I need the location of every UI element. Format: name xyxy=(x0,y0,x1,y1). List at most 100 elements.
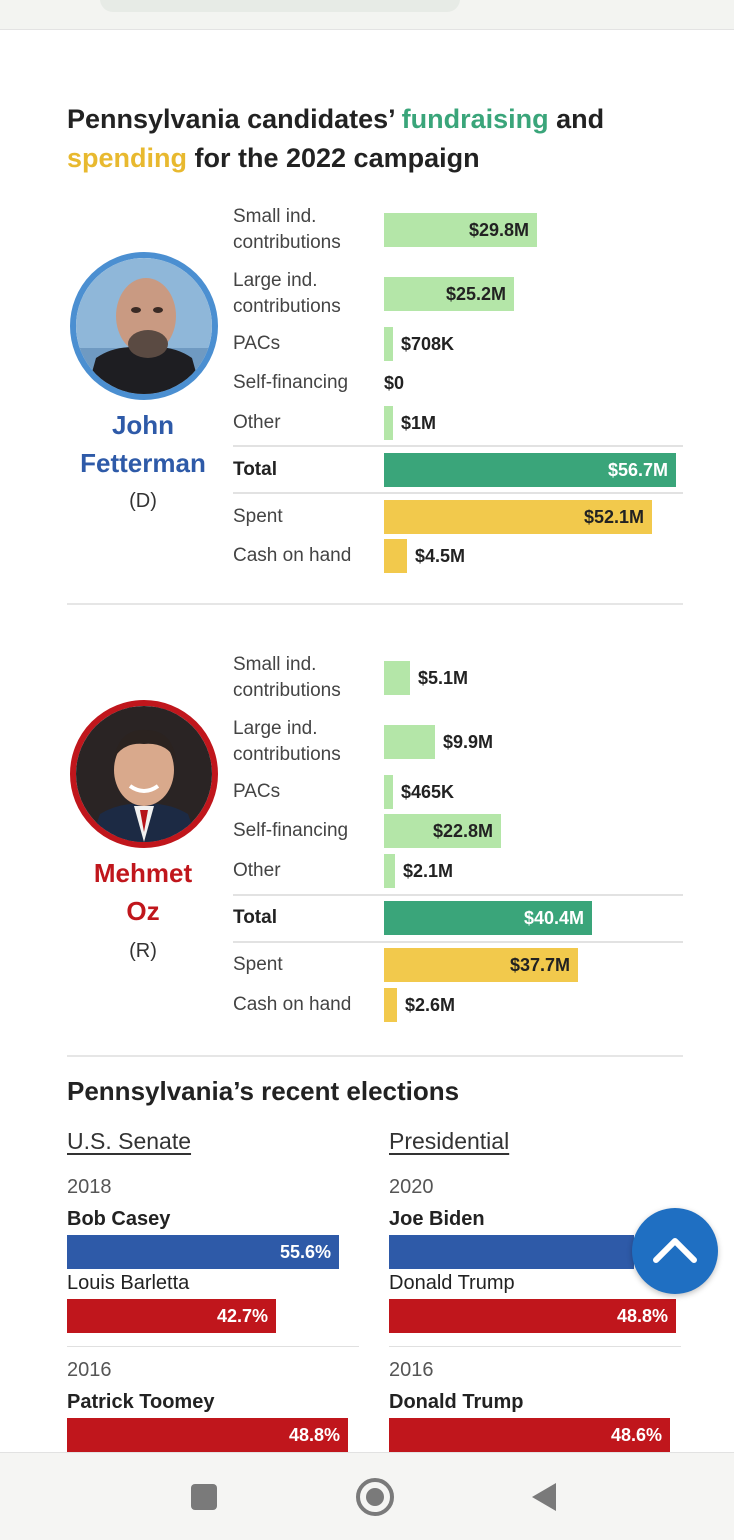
candidate-party: (D) xyxy=(129,490,157,512)
election-percent: 42.7% xyxy=(216,1306,268,1326)
row-separator xyxy=(233,941,683,943)
row-label: Other xyxy=(233,860,281,881)
bar xyxy=(384,725,435,759)
presidential-heading[interactable]: Presidential xyxy=(389,1128,510,1154)
row-label: Large ind. contributions xyxy=(233,270,341,317)
bar-value-label: $465K xyxy=(401,782,455,802)
bar xyxy=(384,775,393,809)
bar-value-label: $29.8M xyxy=(468,220,529,240)
election-candidate-name: Louis Barletta xyxy=(67,1272,190,1294)
election-year: 2018 xyxy=(67,1176,112,1198)
row-separator xyxy=(233,492,683,494)
scroll-to-top-button[interactable] xyxy=(632,1208,718,1294)
row-label: Other xyxy=(233,412,281,433)
election-year: 2020 xyxy=(389,1176,434,1198)
bar-value-label: $0 xyxy=(384,373,405,393)
section-divider xyxy=(67,603,683,605)
candidate-photo xyxy=(70,700,218,848)
bar xyxy=(384,213,537,247)
row-label: Cash on hand xyxy=(233,994,352,1015)
bar xyxy=(384,500,652,534)
election-candidate-name: Patrick Toomey xyxy=(67,1391,215,1413)
bar-value-label: $4.5M xyxy=(415,546,466,566)
candidate-party: (R) xyxy=(129,940,157,962)
title-text-end: for the 2022 campaign xyxy=(187,143,480,173)
bar-value-label: $9.9M xyxy=(443,732,494,752)
bar-value-label: $25.2M xyxy=(445,284,506,304)
bar xyxy=(384,406,393,440)
bar xyxy=(384,453,676,487)
recents-button[interactable] xyxy=(182,1475,226,1519)
home-button[interactable] xyxy=(353,1475,397,1519)
row-label: PACs xyxy=(233,333,281,354)
bar-value-label: $37.7M xyxy=(509,955,570,975)
row-label: Total xyxy=(233,907,277,928)
row-label: Spent xyxy=(233,506,283,527)
bar-value-label: $2.1M xyxy=(403,861,454,881)
candidate-photo xyxy=(70,252,218,400)
election-year: 2016 xyxy=(389,1359,434,1381)
row-label: PACs xyxy=(233,781,281,802)
election-candidate-name: Joe Biden xyxy=(389,1208,485,1230)
election-percent: 48.6% xyxy=(610,1425,662,1445)
election-bar: 48.8% xyxy=(389,1299,676,1333)
election-percent: 55.6% xyxy=(279,1242,331,1262)
election-bar xyxy=(389,1235,634,1269)
election-bar: 55.6% xyxy=(67,1235,339,1269)
browser-top-bar xyxy=(0,0,734,30)
bar-value-label: $2.6M xyxy=(405,995,456,1015)
row-label: Cash on hand xyxy=(233,545,352,566)
address-bar[interactable] xyxy=(100,0,460,12)
bar-value-label: $5.1M xyxy=(418,668,469,688)
bar xyxy=(384,988,397,1022)
bar xyxy=(384,277,514,311)
bar-value-label: $56.7M xyxy=(607,460,668,480)
bar xyxy=(384,327,393,361)
row-label: Small ind. contributions xyxy=(233,654,341,701)
title-fundraising: fundraising xyxy=(401,104,549,134)
triangle-back-icon xyxy=(532,1483,556,1511)
title-spending: spending xyxy=(67,143,187,173)
section-divider xyxy=(67,1055,683,1057)
bar xyxy=(384,539,407,573)
bar-value-label: $1M xyxy=(401,413,437,433)
row-label: Spent xyxy=(233,954,283,975)
row-label: Large ind. contributions xyxy=(233,718,341,765)
row-separator xyxy=(233,445,683,447)
row-label: Total xyxy=(233,459,277,480)
senate-heading[interactable]: U.S. Senate xyxy=(67,1128,192,1154)
bar xyxy=(384,814,501,848)
title-text: Pennsylvania candidates’ xyxy=(67,104,402,134)
candidate-name: Mehmet Oz xyxy=(93,858,193,926)
candidate-name: John Fetterman xyxy=(80,410,206,478)
bar-value-label: $708K xyxy=(401,334,455,354)
election-bar: 42.7% xyxy=(67,1299,276,1333)
election-candidate-name: Donald Trump xyxy=(389,1391,524,1413)
elections-title: Pennsylvania’s recent elections xyxy=(67,1076,460,1106)
bar xyxy=(384,661,410,695)
row-separator xyxy=(233,894,683,896)
election-candidate-name: Donald Trump xyxy=(389,1272,515,1294)
square-icon xyxy=(191,1484,217,1510)
title-and: and xyxy=(548,104,605,134)
bar-value-label: $52.1M xyxy=(583,507,644,527)
android-nav-bar xyxy=(0,1452,734,1540)
bar-value-label: $22.8M xyxy=(432,821,493,841)
bar xyxy=(384,948,578,982)
back-button[interactable] xyxy=(522,1475,566,1519)
row-label: Self-financing xyxy=(233,372,349,393)
election-percent: 48.8% xyxy=(616,1306,668,1326)
bar-value-label: $40.4M xyxy=(523,908,584,928)
election-bar: 48.8% xyxy=(67,1418,348,1452)
election-separator xyxy=(389,1346,681,1347)
circle-icon xyxy=(356,1478,394,1516)
row-label: Self-financing xyxy=(233,820,349,841)
election-candidate-name: Bob Casey xyxy=(67,1208,171,1230)
page-title: Pennsylvania candidates’ fundraising and… xyxy=(67,100,687,178)
bar xyxy=(384,901,592,935)
row-label: Small ind. contributions xyxy=(233,206,341,253)
election-percent: 48.8% xyxy=(288,1425,340,1445)
election-separator xyxy=(67,1346,359,1347)
bar xyxy=(384,854,395,888)
election-bar: 48.6% xyxy=(389,1418,670,1452)
